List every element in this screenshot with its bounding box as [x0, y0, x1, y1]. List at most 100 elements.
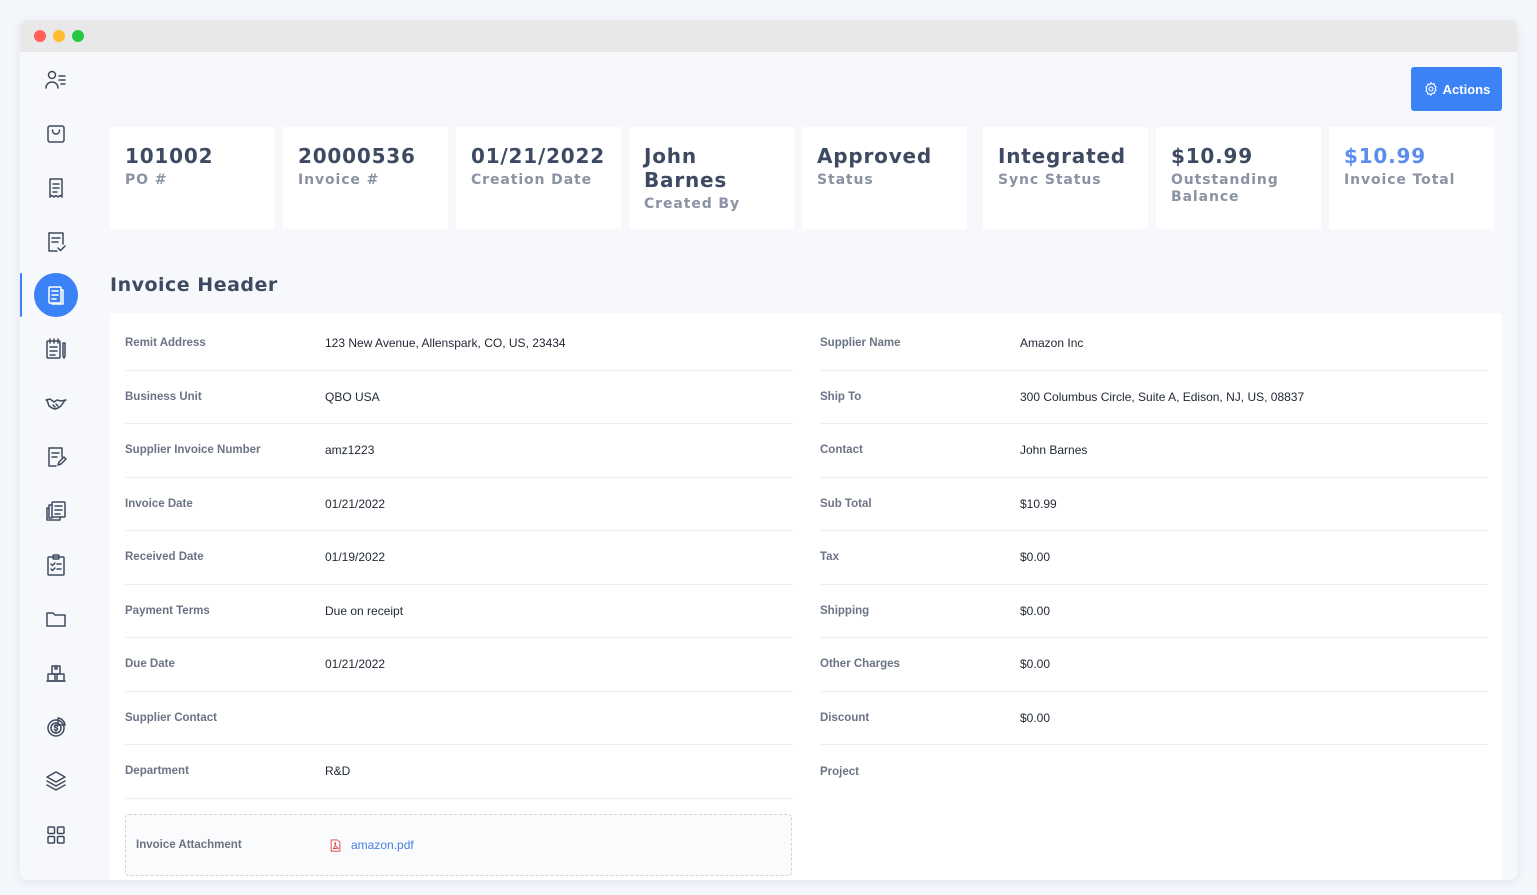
stat-card-invoice-total: $10.99 Invoice Total [1329, 127, 1494, 229]
dollar-chart-icon [47, 717, 66, 737]
stat-value: Integrated [998, 144, 1126, 168]
sidebar-item-layers[interactable] [34, 759, 78, 803]
stat-card-po-number: 101002 PO # [110, 127, 275, 229]
user-list-icon [45, 70, 66, 89]
minimize-window-button[interactable] [53, 30, 65, 42]
document-check-icon [48, 232, 66, 252]
actions-button-label: Actions [1442, 81, 1491, 97]
sidebar-item-orders[interactable] [34, 112, 78, 156]
notebook-pen-icon [46, 338, 66, 359]
title-bar [20, 20, 1517, 52]
attachment-label: Invoice Attachment [136, 839, 242, 851]
field-value: $0.00 [1020, 710, 1051, 725]
sidebar-item-apps[interactable] [34, 813, 78, 857]
sidebar-item-finance[interactable] [34, 705, 78, 749]
stat-label: Outstanding Balance [1171, 172, 1279, 205]
field-row: Discount $0.00 [820, 692, 1488, 745]
pdf-icon [330, 838, 341, 852]
stat-label: Created By [644, 196, 741, 212]
field-label: Business Unit [125, 390, 202, 403]
stat-card-invoice-number: 20000536 Invoice # [283, 127, 448, 229]
attachment-file-name: amazon.pdf [351, 838, 414, 852]
stat-value: 01/21/2022 [471, 144, 605, 168]
stat-label: Invoice Total [1344, 172, 1456, 188]
sidebar-item-invoices[interactable] [34, 273, 78, 317]
field-row: Business Unit QBO USA [125, 371, 793, 424]
folder-icon [46, 612, 66, 627]
field-value: $0.00 [1020, 657, 1051, 672]
gear-icon [1424, 81, 1437, 97]
attachment-file-link[interactable]: amazon.pdf [328, 838, 414, 853]
sidebar-item-edit-documents[interactable] [34, 435, 78, 479]
sidebar-item-inventory[interactable] [34, 651, 78, 695]
sidebar-item-receipts[interactable] [34, 166, 78, 210]
clipboard-check-icon [47, 554, 65, 576]
field-value: $0.00 [1020, 550, 1051, 565]
sidebar-item-partners[interactable] [34, 381, 78, 425]
field-label: Supplier Invoice Number [125, 444, 261, 457]
layers-icon [46, 771, 66, 791]
field-value: R&D [325, 764, 351, 779]
grid-icon [47, 826, 65, 844]
field-value: Amazon Inc [1020, 336, 1084, 351]
section-title: Invoice Header [110, 274, 278, 296]
field-label: Invoice Date [125, 497, 193, 510]
sidebar-item-files[interactable] [34, 597, 78, 641]
app-window: Actions 101002 PO # 20000536 Invoice # 0… [20, 20, 1517, 880]
summary-cards: 101002 PO # 20000536 Invoice # 01/21/202… [110, 127, 1500, 229]
documents-stack-icon [46, 501, 66, 521]
field-value: Due on receipt [325, 603, 404, 618]
field-value: amz1223 [325, 443, 375, 458]
stat-value: John Barnes [644, 144, 728, 192]
field-row: Sub Total $10.99 [820, 478, 1488, 531]
main-content: Actions 101002 PO # 20000536 Invoice # 0… [92, 52, 1517, 880]
stat-label: Invoice # [298, 172, 380, 188]
field-label: Remit Address [125, 337, 206, 350]
stat-value: $10.99 [1344, 144, 1426, 168]
field-value: John Barnes [1020, 443, 1088, 458]
field-label: Sub Total [820, 497, 872, 510]
field-value: 123 New Avenue, Allenspark, CO, US, 2343… [325, 336, 566, 351]
stat-card-sync-status: Integrated Sync Status [983, 127, 1148, 229]
sidebar-item-documents[interactable] [34, 489, 78, 533]
sidebar-item-notes[interactable] [34, 327, 78, 371]
field-row: Project [820, 745, 1488, 799]
sidebar-item-checklist[interactable] [34, 543, 78, 587]
stat-value: $10.99 [1171, 144, 1253, 168]
stat-label: Status [817, 172, 874, 188]
stat-card-status: Approved Status [802, 127, 967, 229]
field-label: Supplier Name [820, 337, 901, 350]
field-row: Ship To 300 Columbus Circle, Suite A, Ed… [820, 371, 1488, 424]
stat-label: Creation Date [471, 172, 593, 188]
field-row: Payment Terms Due on receipt [125, 585, 793, 638]
sidebar-item-approvals[interactable] [34, 220, 78, 264]
field-row: Other Charges $0.00 [820, 638, 1488, 692]
stat-label: Sync Status [998, 172, 1102, 188]
field-value: 01/21/2022 [325, 657, 386, 672]
field-label: Due Date [125, 658, 175, 671]
stat-card-created-by: John Barnes Created By [629, 127, 794, 229]
actions-button[interactable]: Actions [1411, 67, 1502, 111]
maximize-window-button[interactable] [72, 30, 84, 42]
field-row: Supplier Invoice Number amz1223 [125, 424, 793, 478]
left-field-column: Remit Address 123 New Avenue, Allenspark… [125, 317, 793, 799]
field-row: Remit Address 123 New Avenue, Allenspark… [125, 317, 793, 371]
field-label: Department [125, 765, 189, 778]
field-value: 300 Columbus Circle, Suite A, Edison, NJ… [1020, 389, 1305, 404]
stat-label: PO # [125, 172, 168, 188]
right-field-column: Supplier Name Amazon Inc Ship To 300 Col… [820, 317, 1488, 799]
invoice-header-panel: Remit Address 123 New Avenue, Allenspark… [110, 313, 1502, 880]
stat-value: 20000536 [298, 144, 416, 168]
close-window-button[interactable] [34, 30, 46, 42]
field-label: Shipping [820, 604, 870, 617]
stat-card-creation-date: 01/21/2022 Creation Date [456, 127, 621, 229]
field-label: Other Charges [820, 658, 900, 671]
stat-value: Approved [817, 144, 933, 168]
sidebar-item-users[interactable] [34, 58, 78, 102]
document-edit-icon [48, 447, 67, 467]
field-row: Due Date 01/21/2022 [125, 638, 793, 692]
field-label: Discount [820, 711, 870, 724]
field-row: Department R&D [125, 745, 793, 799]
field-label: Tax [820, 551, 839, 564]
field-value: QBO USA [325, 389, 380, 404]
